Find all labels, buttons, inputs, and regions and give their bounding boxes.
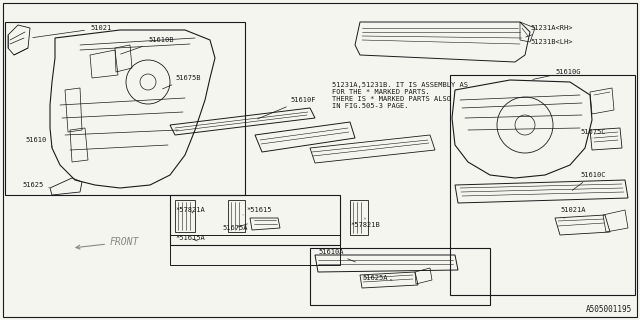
Text: FRONT: FRONT	[76, 237, 140, 249]
Text: 51675A: 51675A	[222, 224, 248, 231]
Text: 51610A: 51610A	[318, 249, 355, 262]
Text: 51610C: 51610C	[572, 172, 605, 190]
Text: *51615: *51615	[243, 207, 271, 215]
Text: 51231B<LH>: 51231B<LH>	[530, 39, 573, 45]
Text: A505001195: A505001195	[586, 306, 632, 315]
Text: 51231A<RH>: 51231A<RH>	[525, 25, 573, 37]
Text: *57821B: *57821B	[350, 218, 380, 228]
Text: 51675B: 51675B	[163, 75, 200, 89]
Text: 51021A: 51021A	[560, 207, 586, 218]
Text: 51610F: 51610F	[257, 97, 316, 119]
Text: 51231A,51231B. IT IS ASSEMBLY AS
FOR THE * MARKED PARTS.
THERE IS * MARKED PARTS: 51231A,51231B. IT IS ASSEMBLY AS FOR THE…	[332, 82, 468, 109]
Text: 51610G: 51610G	[532, 69, 580, 79]
Text: 51625: 51625	[22, 182, 49, 188]
Text: *51615A: *51615A	[175, 235, 205, 241]
Text: 51610: 51610	[25, 137, 52, 147]
Text: 51625A: 51625A	[362, 275, 392, 281]
Text: 51610B: 51610B	[120, 37, 173, 54]
Text: 51675C: 51675C	[580, 129, 605, 138]
Text: 51021: 51021	[33, 25, 111, 38]
Text: *57821A: *57821A	[175, 207, 205, 213]
